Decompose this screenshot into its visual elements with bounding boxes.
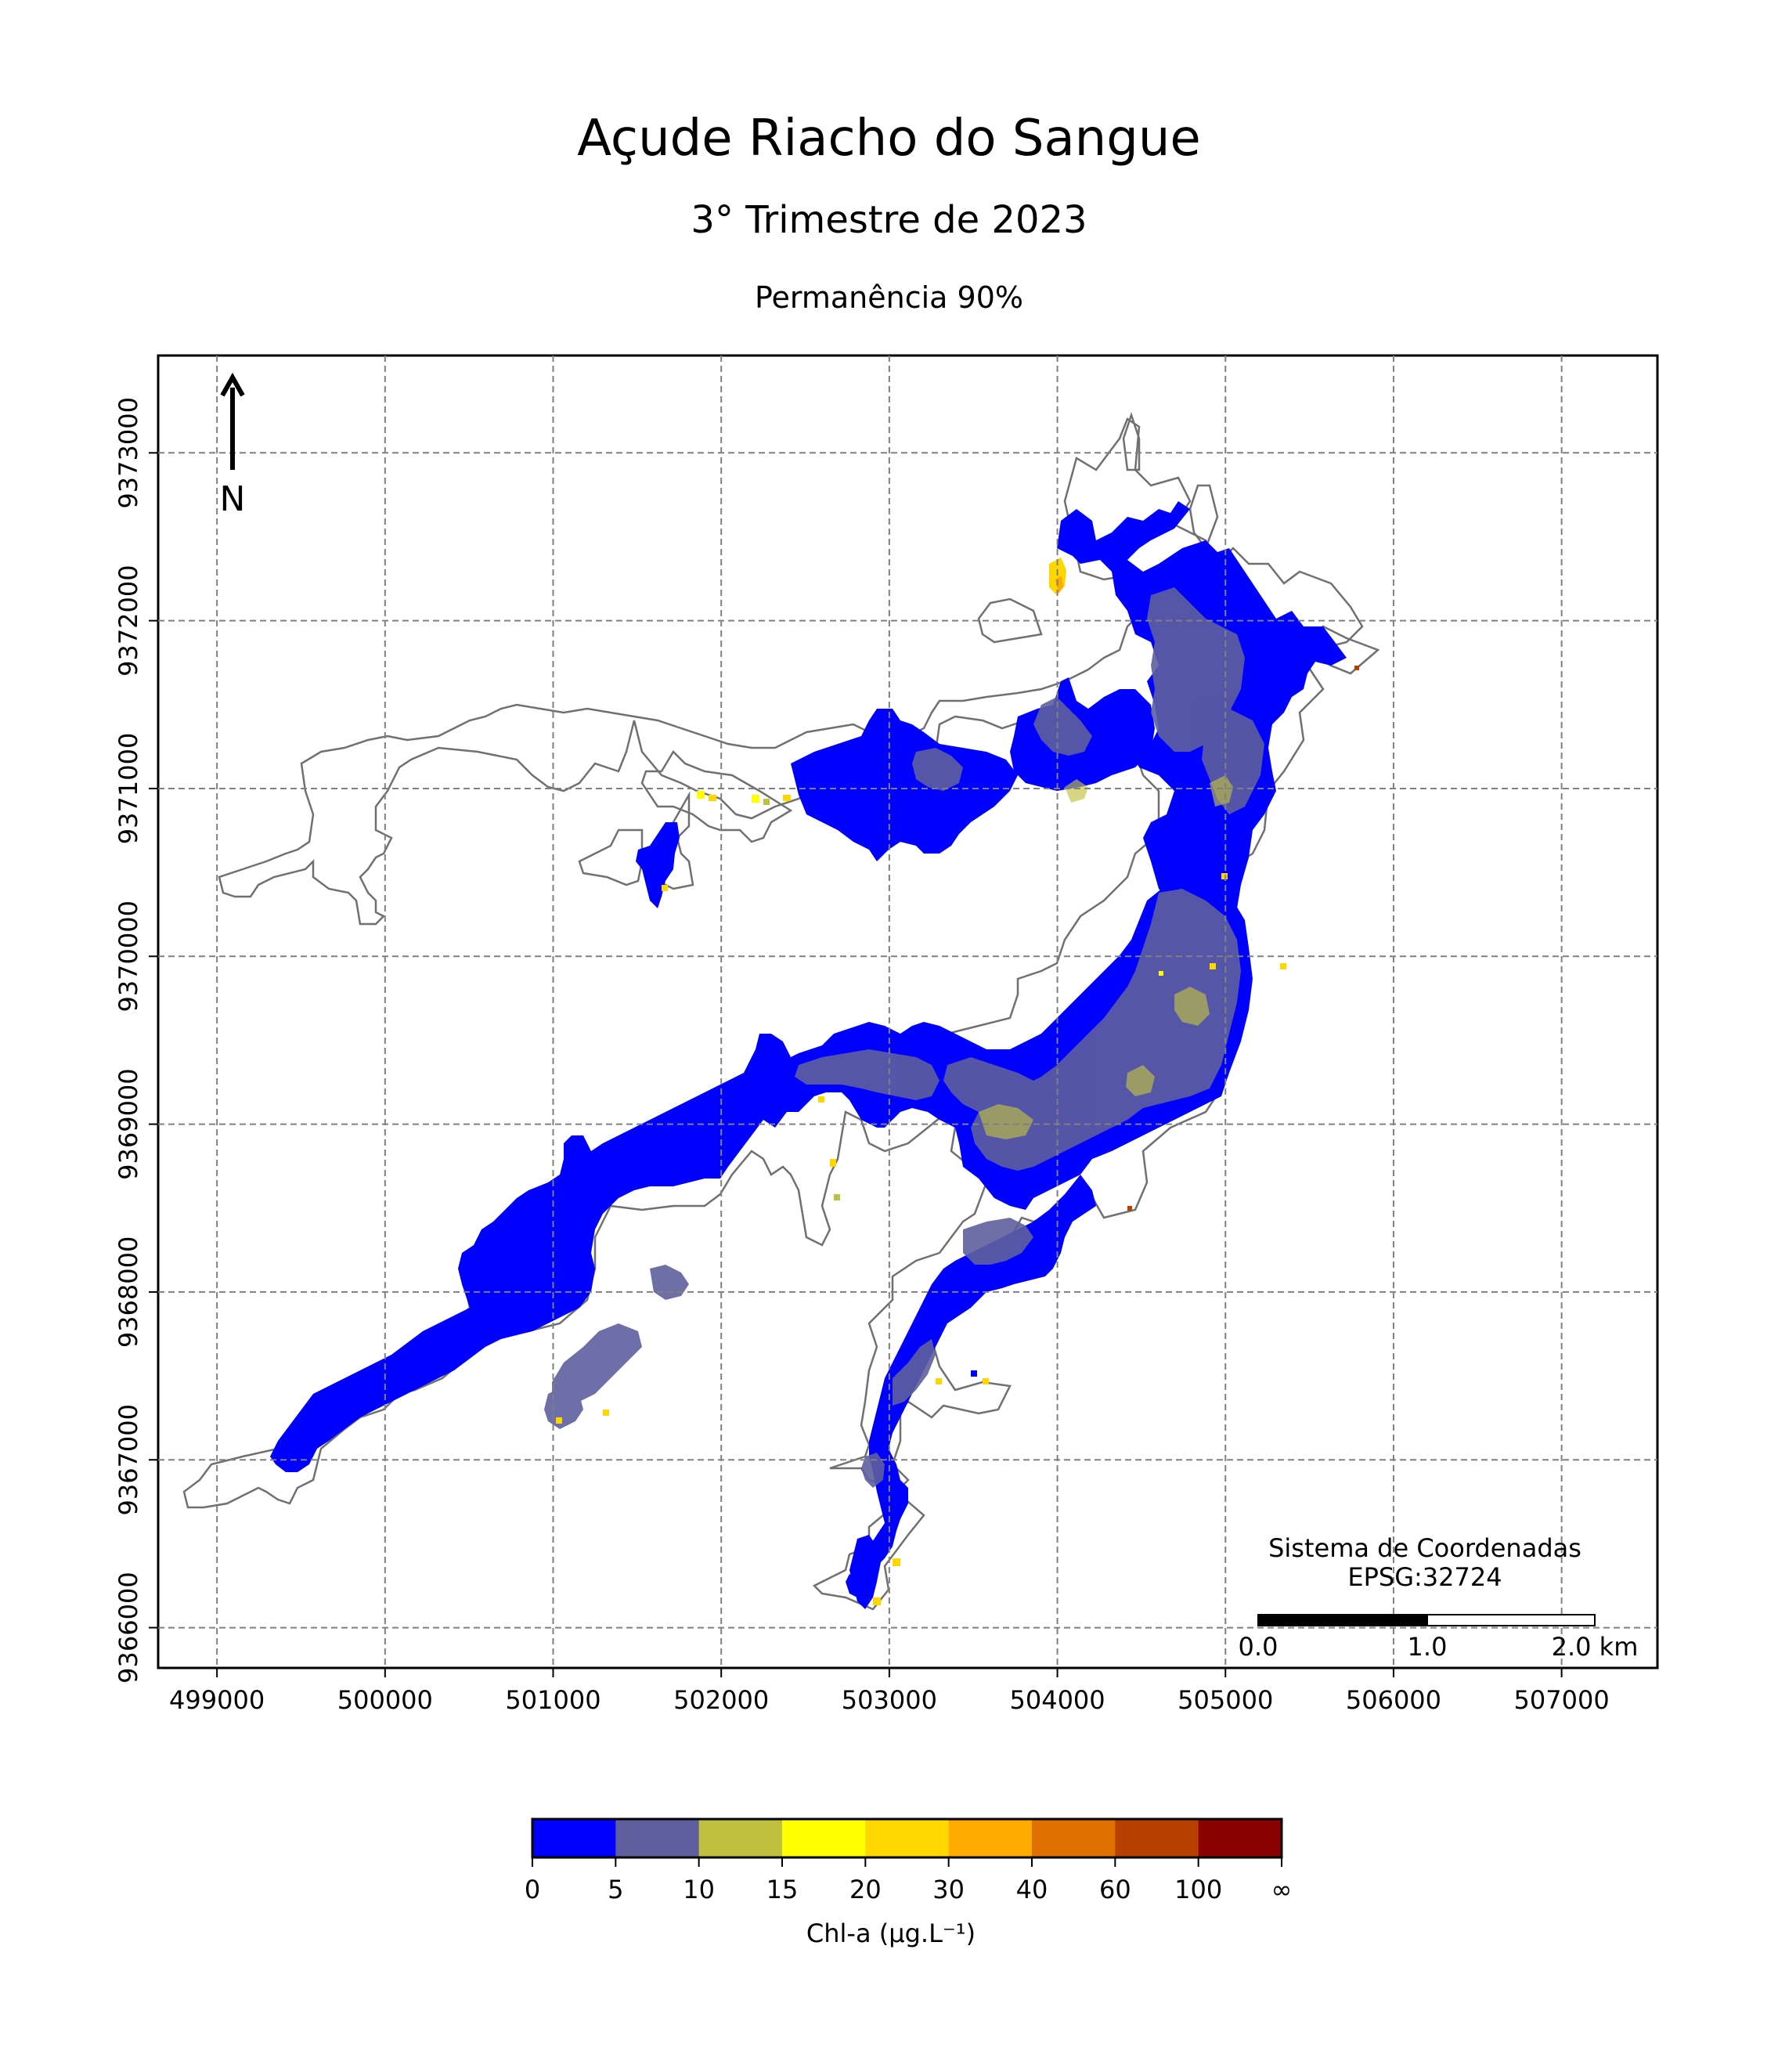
- x-tick-label: 503000: [842, 1685, 937, 1715]
- colorbar-tick-label: 0: [525, 1875, 540, 1904]
- x-tick-label: 504000: [1009, 1685, 1105, 1715]
- colorbar-label: Chl-a (μg.L⁻¹): [806, 1919, 976, 1948]
- colorbar-tick-label: 20: [849, 1875, 882, 1904]
- colorbar-segment: [865, 1819, 950, 1857]
- crs-title: Sistema de Coordenadas: [1268, 1533, 1581, 1563]
- grid-lines: [158, 356, 1657, 1668]
- y-tick-label: 9370000: [114, 901, 143, 1013]
- colorbar-tick-label: 60: [1099, 1875, 1131, 1904]
- colorbar-tick-label: 30: [932, 1875, 965, 1904]
- y-tick-label: 9372000: [114, 565, 143, 677]
- colorbar-tick-label: ∞: [1271, 1875, 1293, 1904]
- colorbar-tick-label: 10: [683, 1875, 715, 1904]
- colorbar-segment: [615, 1819, 700, 1857]
- colorbar-tick-label: 15: [766, 1875, 799, 1904]
- x-tick-label: 499000: [169, 1685, 265, 1715]
- x-axis-ticks: 499000 500000 501000 502000 503000 504000 5050…: [169, 1668, 1610, 1715]
- x-tick-label: 507000: [1514, 1685, 1610, 1715]
- x-tick-label: 506000: [1346, 1685, 1441, 1715]
- map-title: Açude Riacho do Sangue: [577, 110, 1201, 168]
- water-mid-class: [544, 587, 1264, 1488]
- colorbar-tick-label: 40: [1016, 1875, 1048, 1904]
- y-tick-label: 9373000: [114, 397, 143, 509]
- north-arrow-icon: [220, 372, 245, 470]
- colorbar-ticks: 0 5 10 15 20 30 40 60 100 ∞: [525, 1857, 1293, 1904]
- y-tick-label: 9366000: [114, 1572, 143, 1684]
- map-frame: [157, 354, 1659, 1670]
- colorbar-segment: [698, 1819, 783, 1857]
- colorbar-tick-label: 100: [1174, 1875, 1222, 1904]
- scale-label-1: 1.0: [1408, 1632, 1448, 1662]
- x-tick-label: 502000: [673, 1685, 769, 1715]
- x-tick-label: 505000: [1178, 1685, 1273, 1715]
- colorbar: [531, 1818, 1283, 1859]
- scale-label-2: 2.0 km: [1552, 1632, 1639, 1662]
- colorbar-segment: [948, 1819, 1033, 1857]
- crs-code: EPSG:32724: [1347, 1562, 1502, 1592]
- colorbar-frame: [531, 1818, 1283, 1859]
- colorbar-segment: [532, 1819, 616, 1857]
- x-tick-label: 501000: [505, 1685, 600, 1715]
- scale-label-0: 0.0: [1239, 1632, 1279, 1662]
- x-tick-label: 500000: [337, 1685, 433, 1715]
- colorbar-segment: [1115, 1819, 1199, 1857]
- colorbar-segment: [1198, 1819, 1282, 1857]
- colorbar-segment: [1032, 1819, 1116, 1857]
- map-subsubtitle: Permanência 90%: [754, 280, 1024, 315]
- scale-bar: [1257, 1614, 1596, 1626]
- north-label: N: [220, 479, 246, 519]
- y-axis-ticks: 9366000 9367000 9368000 9369000 9370000 93710…: [114, 397, 158, 1684]
- y-tick-label: 9368000: [114, 1236, 143, 1348]
- map-subtitle: 3° Trimestre de 2023: [691, 198, 1087, 242]
- y-tick-label: 9369000: [114, 1068, 143, 1180]
- y-tick-label: 9371000: [114, 733, 143, 845]
- colorbar-tick-label: 5: [608, 1875, 623, 1904]
- colorbar-segment: [782, 1819, 866, 1857]
- y-tick-label: 9367000: [114, 1404, 143, 1516]
- water-high-class: [556, 558, 1359, 1605]
